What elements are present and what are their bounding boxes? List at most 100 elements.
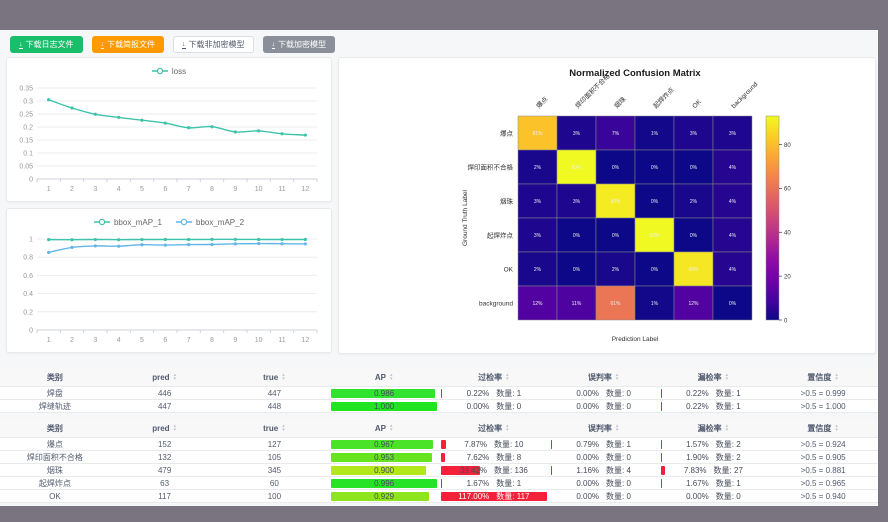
column-header-over[interactable]: 过检率 ▲ ▼ [439, 419, 549, 438]
svg-text:1: 1 [47, 186, 51, 193]
svg-text:8: 8 [210, 186, 214, 193]
ap-value: 0.996 [374, 478, 395, 488]
rate-bar-wrap: 117.00% 数量: 117 [439, 490, 549, 502]
cell-true: 105 [219, 450, 330, 464]
svg-text:3%: 3% [690, 131, 698, 137]
sort-icon[interactable]: ▲ ▼ [172, 423, 178, 432]
rate-percent: 0.00% [576, 388, 600, 398]
cell-misjudge-rate: 1.16% 数量: 4 [548, 463, 659, 477]
download-report-file-button[interactable]: ↓ 下载简报文件 [91, 36, 164, 53]
cell-pred: 479 [109, 463, 220, 477]
table-row: 爆点 152 127 0.967 7.87% 数量: 10 0.79% 数量: 1 1.57% 数… [0, 437, 878, 451]
svg-text:93%: 93% [649, 233, 660, 239]
cell-class: 焊盘 [0, 386, 110, 400]
column-header-miss[interactable]: 漏检率 ▲ ▼ [658, 419, 769, 438]
sort-icon[interactable]: ▲ ▼ [388, 372, 394, 381]
svg-text:0%: 0% [651, 267, 659, 273]
table-body: 焊盘 446 447 0.986 0.22% 数量: 1 0.00% 数量: 0 0.22% 数量… [0, 386, 878, 413]
sort-icon[interactable]: ▲ ▼ [834, 372, 839, 381]
rate-bar-wrap: 1.16% 数量: 4 [549, 464, 659, 476]
sort-icon[interactable]: ▲ ▼ [281, 423, 286, 432]
column-header-conf[interactable]: 置信度 ▲ ▼ [768, 368, 878, 387]
rate-count: 数量: 1 [715, 478, 741, 488]
rate-percent: 0.00% [576, 478, 600, 488]
map-chart-card: bbox_mAP_1 bbox_mAP_2 0 0.2 0.4 0.6 0.8 1 1 2 3 4 5… [6, 208, 332, 353]
rate-text: 117.00% 数量: 117 [439, 490, 549, 502]
rate-count: 数量: 1 [715, 388, 741, 398]
legend-item-bbox_mAP_1[interactable]: bbox_mAP_1 [93, 218, 162, 227]
cell-true: 345 [219, 463, 330, 477]
svg-text:0: 0 [784, 318, 788, 324]
svg-text:10: 10 [255, 186, 263, 193]
svg-text:11%: 11% [572, 301, 582, 307]
column-header-mis[interactable]: 误判率 ▲ ▼ [548, 368, 659, 387]
rate-text: 39.42% 数量: 136 [439, 464, 549, 476]
rate-count: 数量: 27 [713, 465, 743, 475]
cm-col-label: OK [691, 98, 703, 110]
svg-text:0.6: 0.6 [23, 273, 33, 280]
rate-bar-wrap: 7.62% 数量: 8 [439, 451, 549, 463]
legend-item-loss[interactable]: loss [151, 67, 186, 76]
cell-confidence: >0.5 = 0.999 [768, 386, 878, 400]
column-label: 过检率 [478, 372, 503, 382]
legend-item-bbox_mAP_2[interactable]: bbox_mAP_2 [176, 218, 244, 227]
column-header-pred[interactable]: pred ▲ ▼ [109, 368, 220, 387]
rate-bar-wrap: 0.22% 数量: 1 [659, 400, 769, 412]
rate-count: 数量: 0 [606, 452, 631, 462]
rate-count: 数量: 0 [496, 401, 522, 411]
column-header-inner: pred ▲ ▼ [110, 424, 220, 433]
cell-over-rate: 0.00% 数量: 0 [439, 399, 549, 413]
column-header-inner: 误判率 ▲ ▼ [549, 372, 659, 383]
rate-percent: 0.00% [576, 452, 600, 462]
column-header-true[interactable]: true ▲ ▼ [219, 419, 330, 438]
sort-icon[interactable]: ▲ ▼ [172, 372, 178, 381]
column-label: 漏检率 [697, 423, 722, 433]
svg-text:60: 60 [784, 187, 791, 193]
cell-misjudge-rate: 0.00% 数量: 0 [548, 476, 659, 490]
svg-text:2: 2 [70, 186, 74, 193]
ap-bar-wrap: 0.986 [329, 387, 439, 399]
ap-value: 0.986 [374, 388, 395, 398]
sort-icon[interactable]: ▲ ▼ [505, 423, 510, 432]
column-header-inner: 误判率 ▲ ▼ [549, 423, 659, 434]
svg-text:Ground Truth Label: Ground Truth Label [462, 189, 469, 246]
sort-icon[interactable]: ▲ ▼ [834, 423, 839, 432]
header-row: 类别 pred ▲ ▼ true ▲ ▼ AP ▲ ▼ 过检率 ▲ ▼ 误判率 ▲ ▼ 漏检率 ▲ ▼ 置信度 ▲ ▼ [0, 419, 878, 438]
download-log-file-button[interactable]: ↓ 下载日志文件 [10, 36, 83, 53]
sort-icon[interactable]: ▲ ▼ [281, 372, 286, 381]
sort-icon[interactable]: ▲ ▼ [388, 423, 394, 432]
rate-text: 0.00% 数量: 0 [549, 451, 659, 463]
loss-chart-card: loss 0 0.05 0.1 0.15 0.2 0.25 0.3 0.35 1 2 3 4 5 6 7 8 9… [6, 57, 332, 202]
column-header-mis[interactable]: 误判率 ▲ ▼ [548, 419, 659, 438]
svg-text:Normalized Confusion Matrix: Normalized Confusion Matrix [569, 68, 701, 79]
ap-value: 0.953 [374, 452, 395, 462]
rate-percent: 39.42% [459, 465, 488, 475]
rate-percent: 0.22% [466, 388, 490, 398]
svg-text:烟珠: 烟珠 [500, 196, 514, 205]
rate-text: 7.83% 数量: 27 [659, 464, 769, 476]
cell-class: OK [0, 489, 110, 503]
svg-text:3%: 3% [534, 233, 542, 239]
button-label: 下载简报文件 [107, 40, 155, 49]
column-header-miss[interactable]: 漏检率 ▲ ▼ [658, 368, 769, 387]
rate-text: 1.67% 数量: 1 [439, 477, 549, 489]
column-header-ap[interactable]: AP ▲ ▼ [329, 368, 439, 387]
download-encrypted-model-button[interactable]: ↓ 下载加密模型 [262, 36, 335, 53]
rate-count: 数量: 0 [606, 388, 631, 398]
column-header-pred[interactable]: pred ▲ ▼ [109, 419, 220, 438]
cell-pred: 132 [109, 450, 220, 464]
sort-icon[interactable]: ▲ ▼ [505, 372, 510, 381]
sort-icon[interactable]: ▲ ▼ [614, 372, 620, 381]
sort-icon[interactable]: ▲ ▼ [614, 423, 620, 432]
rate-percent: 0.00% [686, 491, 709, 501]
column-header-conf[interactable]: 置信度 ▲ ▼ [768, 419, 878, 438]
column-header-true[interactable]: true ▲ ▼ [219, 368, 330, 387]
ap-bar [331, 478, 437, 488]
download-unencrypted-model-button[interactable]: ↓ 下载非加密模型 [173, 36, 254, 53]
column-header-ap[interactable]: AP ▲ ▼ [329, 419, 439, 438]
svg-text:2%: 2% [690, 199, 698, 205]
sort-icon[interactable]: ▲ ▼ [724, 423, 730, 432]
sort-icon[interactable]: ▲ ▼ [724, 372, 730, 381]
column-header-over[interactable]: 过检率 ▲ ▼ [439, 368, 549, 387]
cell-pred: 447 [109, 399, 220, 413]
